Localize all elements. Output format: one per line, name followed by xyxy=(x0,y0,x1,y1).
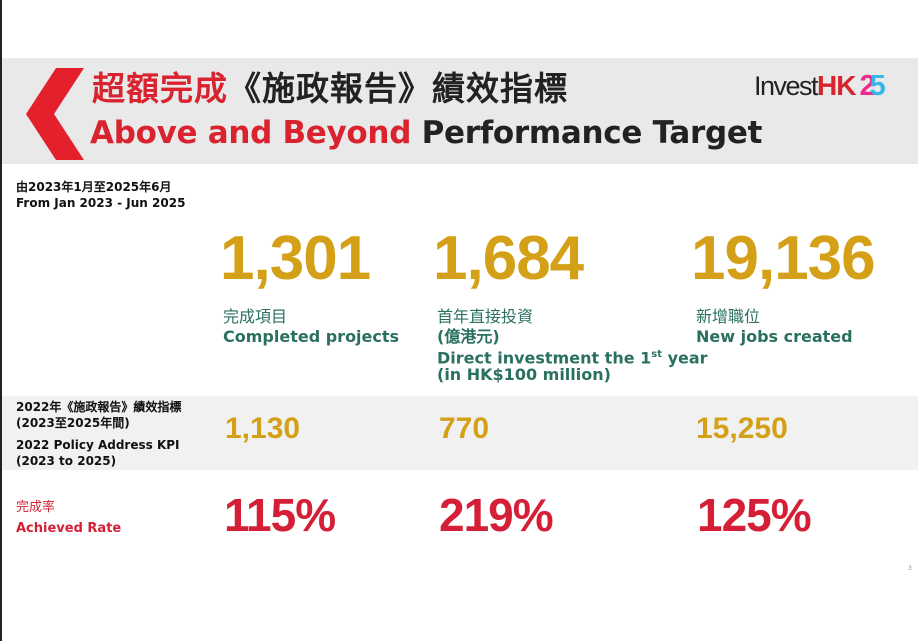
achieved-rate-investment: 219% xyxy=(439,489,554,541)
metric-completed-projects-value: 1,301 xyxy=(220,224,371,293)
page-number: 3 xyxy=(908,565,912,572)
title-zh-highlight: 超額完成 xyxy=(92,69,228,108)
kpi-value-projects: 1,130 xyxy=(225,412,301,445)
label-en-sup: st xyxy=(651,349,662,360)
label-en: New jobs created xyxy=(696,327,853,346)
title-en-highlight: Above and Beyond xyxy=(90,115,412,151)
logo-digit-5: 5 xyxy=(869,70,886,102)
logo-invest-text: Invest xyxy=(754,71,819,101)
metric-new-jobs-label: 新增職位 New jobs created xyxy=(696,307,853,347)
kpi-label-zh-1: 2022年《施政報告》績效指標 xyxy=(16,400,182,414)
label-zh: 首年直接投資 xyxy=(437,307,534,326)
label-en-post: year xyxy=(662,348,708,368)
label-en-pre: Direct investment the 1 xyxy=(437,348,652,368)
logo-digit-2: 2 xyxy=(859,70,876,102)
label-zh-unit: (億港元) xyxy=(437,327,500,346)
achieved-rate-jobs: 125% xyxy=(697,489,812,541)
achieved-rate-projects: 115% xyxy=(224,489,336,541)
page-title-en: Above and Beyond Performance Target xyxy=(90,118,762,149)
metric-completed-projects-label: 完成項目 Completed projects xyxy=(223,307,399,347)
header-band xyxy=(2,58,918,164)
kpi-value-jobs: 15,250 xyxy=(696,412,788,445)
achieved-rate-label: 完成率 Achieved Rate xyxy=(16,497,121,539)
achieved-label-en: Achieved Rate xyxy=(16,521,122,536)
reporting-period: 由2023年1月至2025年6月 From Jan 2023 - Jun 202… xyxy=(16,179,185,211)
label-zh: 新增職位 xyxy=(696,307,761,326)
label-zh: 完成項目 xyxy=(223,307,288,326)
logo-hk-text: HK xyxy=(817,70,856,101)
kpi-band xyxy=(2,396,918,470)
page-title-zh: 超額完成《施政報告》績效指標 xyxy=(92,72,568,105)
metric-new-jobs-value: 19,136 xyxy=(691,224,876,293)
kpi-label-en-2: (2023 to 2025) xyxy=(16,454,117,468)
kpi-label-zh-2: (2023至2025年間) xyxy=(16,416,130,430)
achieved-label-zh: 完成率 xyxy=(16,500,56,515)
label-en: Direct investment the 1st year xyxy=(437,347,708,366)
title-zh-rest: 《施政報告》績效指標 xyxy=(228,69,568,108)
label-en-unit: (in HK$100 million) xyxy=(437,365,611,385)
title-en-rest: Performance Target xyxy=(421,115,763,151)
period-zh: 由2023年1月至2025年6月 xyxy=(16,180,172,194)
kpi-value-investment: 770 xyxy=(439,412,490,445)
label-en: Completed projects xyxy=(223,327,400,346)
kpi-label: 2022年《施政報告》績效指標 (2023至2025年間) 2022 Polic… xyxy=(16,399,181,469)
period-en: From Jan 2023 - Jun 2025 xyxy=(16,196,186,210)
chevron-left-icon xyxy=(26,68,84,160)
metric-direct-investment-label: 首年直接投資 (億港元) Direct investment the 1st y… xyxy=(437,307,708,384)
left-border xyxy=(0,0,2,641)
investhk-25-logo: InvestHK 25 xyxy=(754,72,886,101)
kpi-label-en-1: 2022 Policy Address KPI xyxy=(16,438,180,452)
metric-direct-investment-value: 1,684 xyxy=(433,224,584,293)
